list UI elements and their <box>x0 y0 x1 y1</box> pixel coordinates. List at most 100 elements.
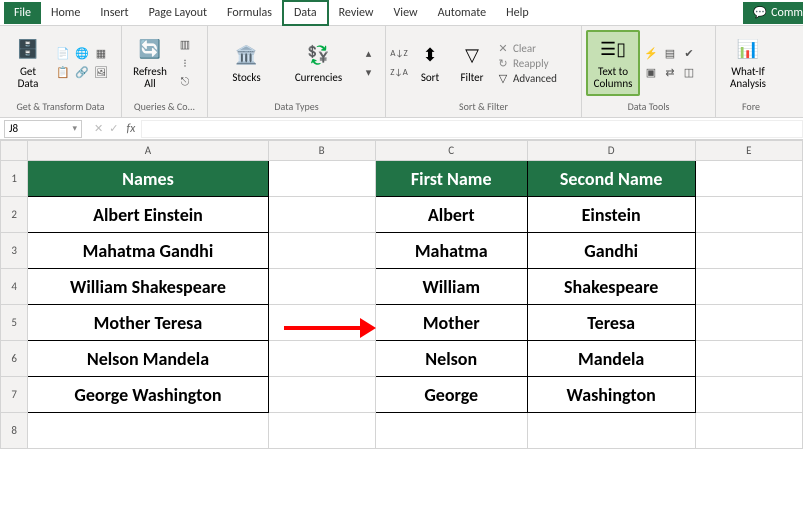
name-box[interactable]: J8 <box>4 120 82 138</box>
tab-automate[interactable]: Automate <box>428 2 497 24</box>
select-all-corner[interactable] <box>1 141 28 161</box>
cell-d7[interactable]: Washington <box>528 377 695 412</box>
tab-help[interactable]: Help <box>496 2 539 24</box>
row-header-3[interactable]: 3 <box>1 233 28 269</box>
tab-formulas[interactable]: Formulas <box>217 2 282 24</box>
cell-b3[interactable] <box>268 233 375 269</box>
cell-c5[interactable]: Mother <box>376 305 527 340</box>
cell-e1[interactable] <box>695 161 802 197</box>
row-header-5[interactable]: 5 <box>1 305 28 341</box>
cell-e7[interactable] <box>695 377 802 413</box>
tab-comments[interactable]: Comm <box>743 2 803 24</box>
advanced-label: Advanced <box>513 72 557 85</box>
tab-home[interactable]: Home <box>41 2 90 24</box>
cell-a2[interactable]: Albert Einstein <box>28 197 267 232</box>
row-header-8[interactable]: 8 <box>1 413 28 449</box>
cell-d2[interactable]: Einstein <box>528 197 695 232</box>
row-header-2[interactable]: 2 <box>1 197 28 233</box>
tab-file[interactable]: File <box>4 2 41 24</box>
get-data-button[interactable]: 🗄️ Get Data <box>4 30 52 96</box>
header-first[interactable]: First Name <box>376 161 527 196</box>
cell-d5[interactable]: Teresa <box>528 305 695 340</box>
cell-c6[interactable]: Nelson <box>376 341 527 376</box>
cancel-icon[interactable]: ✕ <box>94 122 103 135</box>
cell-d8[interactable] <box>527 413 695 449</box>
existing-conn-icon[interactable]: 🔗 <box>73 64 91 82</box>
cell-c4[interactable]: William <box>376 269 527 304</box>
edit-links-icon[interactable]: ⎋ <box>176 73 194 91</box>
from-text-icon[interactable]: 📄 <box>54 45 72 63</box>
col-header-c[interactable]: C <box>375 141 527 161</box>
cell-e2[interactable] <box>695 197 802 233</box>
from-web-icon[interactable]: 🌐 <box>73 45 91 63</box>
cell-e6[interactable] <box>695 341 802 377</box>
cell-d3[interactable]: Gandhi <box>528 233 695 268</box>
from-table-icon[interactable]: ▦ <box>92 45 110 63</box>
data-model-icon[interactable]: ◫ <box>680 64 698 82</box>
enter-icon[interactable]: ✓ <box>109 122 118 135</box>
relationships-icon[interactable]: ⇄ <box>661 64 679 82</box>
row-header-1[interactable]: 1 <box>1 161 28 197</box>
cell-e8[interactable] <box>695 413 802 449</box>
recent-sources-icon[interactable]: 📋 <box>54 64 72 82</box>
sort-az-icon[interactable]: A↓Z <box>390 45 408 63</box>
tab-insert[interactable]: Insert <box>90 2 138 24</box>
col-header-a[interactable]: A <box>28 141 268 161</box>
cell-d6[interactable]: Mandela <box>528 341 695 376</box>
cell-a7[interactable]: George Washington <box>28 377 267 412</box>
tab-view[interactable]: View <box>384 2 428 24</box>
data-val-icon[interactable]: ✔ <box>680 45 698 63</box>
cell-b1[interactable] <box>268 161 375 197</box>
cell-c7[interactable]: George <box>376 377 527 412</box>
cell-c3[interactable]: Mahatma <box>376 233 527 268</box>
cell-d4[interactable]: Shakespeare <box>528 269 695 304</box>
cell-a5[interactable]: Mother Teresa <box>28 305 267 340</box>
cell-b8[interactable] <box>268 413 375 449</box>
properties-icon[interactable]: ⁝ <box>176 54 194 72</box>
cell-a6[interactable]: Nelson Mandela <box>28 341 267 376</box>
cell-c2[interactable]: Albert <box>376 197 527 232</box>
currencies-button[interactable]: 💱 Currencies <box>288 30 350 96</box>
reapply-button[interactable]: ↻Reapply <box>496 57 557 70</box>
tab-data[interactable]: Data <box>282 0 329 26</box>
row-header-6[interactable]: 6 <box>1 341 28 377</box>
tab-review[interactable]: Review <box>329 2 384 24</box>
advanced-filter-button[interactable]: ▽Advanced <box>496 72 557 85</box>
from-pic-icon[interactable]: 🖼 <box>92 64 110 82</box>
flash-fill-icon[interactable]: ⚡ <box>642 45 660 63</box>
tab-page-layout[interactable]: Page Layout <box>139 2 217 24</box>
sort-button[interactable]: ⬍ Sort <box>410 30 450 96</box>
cell-b7[interactable] <box>268 377 375 413</box>
cell-e3[interactable] <box>695 233 802 269</box>
datatype-up-icon[interactable]: ▴ <box>360 45 378 63</box>
clear-filter-button[interactable]: ✕Clear <box>496 42 557 55</box>
cell-e4[interactable] <box>695 269 802 305</box>
refresh-all-button[interactable]: 🔄 Refresh All <box>126 30 174 96</box>
col-header-d[interactable]: D <box>527 141 695 161</box>
col-header-b[interactable]: B <box>268 141 375 161</box>
col-header-e[interactable]: E <box>695 141 802 161</box>
text-to-columns-button[interactable]: ☰▯ Text to Columns <box>586 30 640 96</box>
cell-c8[interactable] <box>375 413 527 449</box>
cell-a3[interactable]: Mahatma Gandhi <box>28 233 267 268</box>
remove-dup-icon[interactable]: ▤ <box>661 45 679 63</box>
cell-b6[interactable] <box>268 341 375 377</box>
cell-b2[interactable] <box>268 197 375 233</box>
sort-za-icon[interactable]: Z↓A <box>390 64 408 82</box>
formula-input[interactable] <box>141 120 803 138</box>
cell-e5[interactable] <box>695 305 802 341</box>
row-header-7[interactable]: 7 <box>1 377 28 413</box>
datatype-down-icon[interactable]: ▾ <box>360 64 378 82</box>
header-names[interactable]: Names <box>28 161 267 196</box>
cell-a8[interactable] <box>28 413 268 449</box>
stocks-button[interactable]: 🏛️ Stocks <box>216 30 278 96</box>
cell-b5[interactable] <box>268 305 375 341</box>
cell-b4[interactable] <box>268 269 375 305</box>
header-second[interactable]: Second Name <box>528 161 695 196</box>
cell-a4[interactable]: William Shakespeare <box>28 269 267 304</box>
consolidate-icon[interactable]: ▣ <box>642 64 660 82</box>
filter-button[interactable]: ▽ Filter <box>452 30 492 96</box>
what-if-button[interactable]: 📊 What-If Analysis <box>720 30 776 96</box>
row-header-4[interactable]: 4 <box>1 269 28 305</box>
queries-icon[interactable]: ▥ <box>176 35 194 53</box>
